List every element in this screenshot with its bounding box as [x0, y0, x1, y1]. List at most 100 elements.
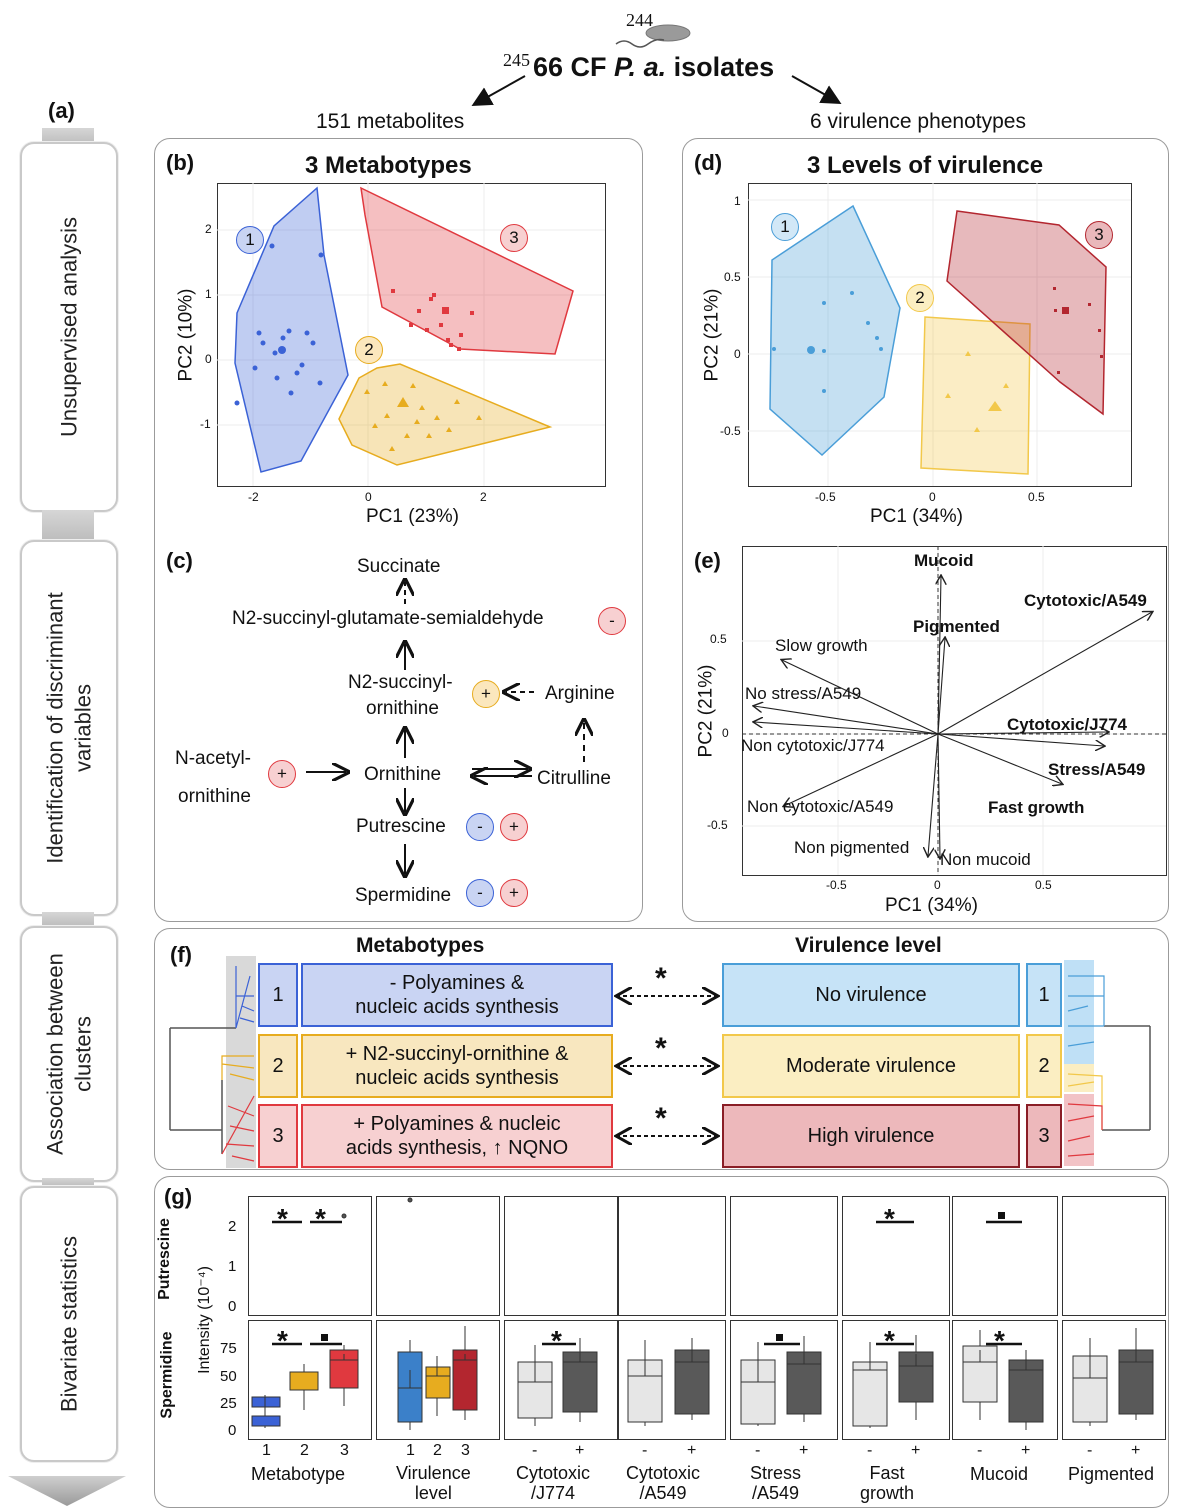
metabotype-1-hull: [234, 186, 349, 473]
badge-minus-blue: -: [466, 813, 494, 841]
panel-b-xtick: -2: [248, 490, 259, 504]
connector-3: [42, 1178, 94, 1186]
virulence-3-hull: [946, 210, 1107, 416]
metab-num-1: 1: [258, 963, 298, 1027]
g-ytick: 0: [228, 1298, 237, 1315]
vector-pigmented: Pigmented: [913, 617, 1000, 636]
panel-b-xtick: 0: [365, 490, 372, 504]
facet-label-stress-a549: Stress /A549: [750, 1463, 802, 1503]
panel-d-ytick: 0.5: [724, 270, 741, 284]
panel-b-xtick: 2: [480, 490, 487, 504]
significance-star: *: [655, 1102, 667, 1135]
label-b: (b): [166, 150, 195, 175]
panel-d-ytick: -0.5: [720, 424, 741, 438]
facet-label-pigmented: Pigmented: [1068, 1464, 1155, 1484]
g-xtick: 2: [433, 1442, 442, 1459]
g-xtick: +: [1131, 1442, 1141, 1459]
g-xtick: -: [867, 1442, 873, 1459]
facet-top-2: [376, 1196, 500, 1316]
vector-non-pigmented: Non pigmented: [794, 838, 910, 857]
virulence-num-2: 2: [1026, 1034, 1062, 1098]
metabotypes-heading: Metabotypes: [356, 934, 485, 957]
g-ytick: 1: [228, 1258, 237, 1275]
association-arrows: [612, 980, 724, 1150]
g-ytick: 75: [220, 1340, 237, 1357]
virulence-desc-1: No virulence: [722, 963, 1020, 1027]
svg-text:*: *: [884, 1203, 895, 1234]
vector-cytotoxic-a549: Cytotoxic/A549: [1024, 591, 1147, 610]
badge-minus-red: -: [598, 607, 626, 635]
vector-cytotoxic-j774: Cytotoxic/J774: [1007, 715, 1127, 734]
connector-top: [42, 128, 94, 144]
g-ytick: 50: [220, 1368, 237, 1385]
panel-e-xlabel: PC1 (34%): [885, 895, 978, 916]
node-n-acetyl-1: N-acetyl-: [175, 748, 252, 769]
facet-label-virulence: Virulence level: [396, 1463, 471, 1503]
facet-top-6: [842, 1196, 950, 1316]
node-semialdehyde: N2-succinyl-glutamate-semialdehyde: [232, 608, 544, 629]
dendrogram-left: [169, 956, 256, 1168]
panel-d-xtick: 0: [929, 490, 936, 504]
virulence-num-3: 3: [1026, 1104, 1062, 1168]
header-arrows: [471, 75, 842, 106]
label-e: (e): [694, 548, 721, 573]
metab-num-3: 3: [258, 1104, 298, 1168]
vector-slow-growth: Slow growth: [775, 636, 868, 655]
g-xtick: 1: [406, 1442, 415, 1459]
facet-label-fast-growth: Fast growth: [860, 1463, 915, 1503]
panel-d-title: 3 Levels of virulence: [807, 152, 1044, 179]
panel-b-ytick: 2: [205, 222, 212, 236]
panel-b-title: 3 Metabotypes: [305, 152, 472, 179]
panel-b-xlabel: PC1 (23%): [366, 506, 459, 527]
vector-stress-a549: Stress/A549: [1048, 760, 1146, 779]
vector-fast-growth: Fast growth: [988, 798, 1085, 817]
facet-top-1: [248, 1196, 372, 1316]
connector-1: [42, 510, 94, 540]
node-n-acetyl-2: ornithine: [178, 786, 251, 807]
pathway-arrows: [306, 540, 641, 920]
step-bivariate: Bivariate statistics: [20, 1186, 118, 1462]
vector-no-stress-a549: No stress/A549: [745, 684, 862, 703]
svg-text:*: *: [994, 1325, 1005, 1356]
svg-text:*: *: [884, 1325, 895, 1356]
virulence-1-hull: [769, 204, 901, 457]
virulence-desc-3: High virulence: [722, 1104, 1020, 1168]
facet-top-4: [618, 1196, 726, 1316]
node-arginine: Arginine: [545, 683, 615, 704]
virulence-heading: Virulence level: [795, 934, 942, 957]
panel-d-xtick: 0.5: [1028, 490, 1045, 504]
panel-e-xtick: 0: [934, 878, 941, 892]
cluster-badge-3: 3: [500, 224, 528, 252]
metab-desc-2: + N2-succinyl-ornithine & nucleic acids …: [301, 1034, 613, 1098]
isolates-title: 66 CF P. a. isolates: [533, 52, 775, 82]
page-number-top: 244: [626, 10, 653, 30]
badge-plus-red: +: [500, 879, 528, 907]
vector-non-cytotoxic-a549: Non cytotoxic/A549: [747, 797, 894, 816]
g-xtick: -: [755, 1442, 761, 1459]
g-xtick: +: [687, 1442, 697, 1459]
down-arrow-icon: [8, 1476, 126, 1506]
bacterium-icon: [615, 24, 691, 48]
g-xtick: -: [977, 1442, 983, 1459]
pca-biplot: [742, 546, 1166, 875]
metabolites-label: 151 metabolites: [316, 110, 465, 133]
virulence-desc-2: Moderate virulence: [722, 1034, 1020, 1098]
metab-desc-1: - Polyamines & nucleic acids synthesis: [301, 963, 613, 1027]
panel-e-xtick: 0.5: [1035, 878, 1052, 892]
panel-e-xtick: -0.5: [826, 878, 847, 892]
facet-top-8: [1062, 1196, 1166, 1316]
pca-metabotypes: [217, 183, 605, 486]
badge-plus-red: +: [500, 813, 528, 841]
panel-b-plot: [217, 183, 606, 487]
node-putrescine: Putrescine: [356, 816, 446, 837]
pca-virulence: [748, 183, 1131, 486]
metabotype-2-hull: [338, 363, 553, 466]
panel-b-ytick: 1: [205, 287, 212, 301]
panel-e-ytick: -0.5: [707, 818, 728, 832]
vector-mucoid: Mucoid: [914, 551, 974, 570]
g-ytick: 2: [228, 1218, 237, 1235]
label-a: (a): [48, 98, 75, 123]
g-ytick: 0: [228, 1422, 237, 1439]
virulence-badge-2: 2: [906, 284, 934, 312]
